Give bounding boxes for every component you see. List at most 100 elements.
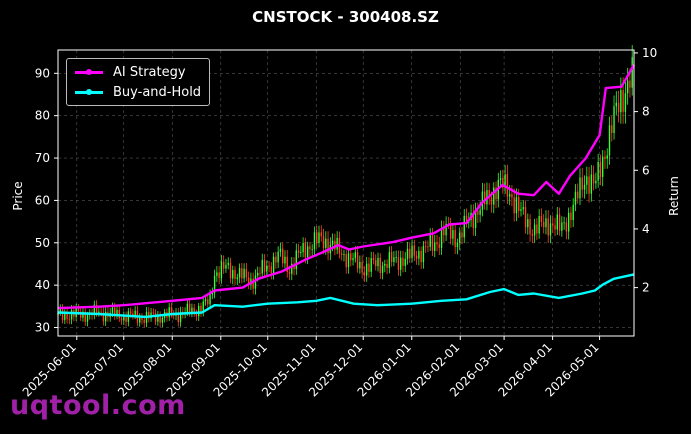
candle-body — [572, 204, 574, 221]
candle-body — [368, 263, 370, 272]
candle-body — [542, 221, 545, 228]
candle-body — [331, 240, 334, 245]
candle-body — [540, 216, 543, 222]
y2-tick-label: 6 — [642, 163, 650, 177]
candle-body — [322, 236, 325, 248]
candle-body — [463, 215, 465, 238]
candle-body — [590, 174, 593, 194]
candle-body — [118, 309, 120, 319]
candle-body — [629, 80, 631, 88]
candle-body — [200, 305, 202, 312]
candle-body — [440, 228, 443, 248]
candle-body — [567, 212, 570, 232]
candle-body — [238, 268, 241, 278]
chart-title: CNSTOCK - 300408.SZ — [252, 8, 439, 26]
legend-item-buy-and-hold: Buy-and-Hold — [75, 82, 201, 102]
candle-body — [202, 301, 204, 312]
candle-body — [511, 194, 513, 198]
y-tick-label: 60 — [35, 193, 50, 207]
candle-body — [597, 161, 599, 181]
candle-body — [397, 257, 400, 270]
candle-body — [372, 258, 375, 260]
candle-body — [229, 262, 232, 279]
candle-body — [64, 313, 66, 321]
candle-body — [427, 246, 429, 248]
candle-body — [114, 307, 116, 317]
candle-body — [411, 245, 413, 259]
candle-body — [356, 252, 359, 269]
candle-body — [420, 250, 422, 263]
candle-body — [456, 243, 459, 248]
candle-body — [66, 313, 68, 320]
candle-body — [204, 299, 207, 302]
candle-body — [170, 307, 173, 315]
candle-body — [148, 311, 150, 319]
candle-body — [125, 314, 127, 322]
candle-body — [161, 317, 164, 323]
candle-body — [390, 252, 393, 263]
candle-body — [545, 218, 547, 228]
candle-body — [536, 224, 538, 234]
candle-body — [222, 261, 225, 269]
candle-body — [583, 184, 586, 190]
y-axis-label: Price — [11, 181, 25, 210]
candle-body — [481, 191, 484, 210]
candle-body — [284, 256, 286, 264]
candle-body — [93, 304, 96, 316]
candle-body — [624, 93, 627, 112]
candle-body — [579, 177, 581, 199]
candle-body — [193, 307, 195, 313]
candle-body — [191, 307, 193, 314]
y-tick-label: 70 — [35, 151, 50, 165]
candle-body — [570, 212, 572, 221]
candle-body — [243, 268, 245, 279]
legend-item-ai-strategy: AI Strategy — [75, 62, 186, 82]
candle-body — [375, 259, 377, 267]
candle-body — [227, 262, 229, 265]
candle-body — [620, 90, 622, 113]
candle-body — [381, 265, 384, 274]
candle-body — [626, 80, 629, 94]
candle-body — [574, 191, 577, 205]
candle-body — [86, 314, 89, 322]
candle-body — [143, 319, 145, 323]
candle-body — [395, 257, 397, 258]
candle-body — [309, 246, 311, 250]
candle-body — [547, 218, 549, 236]
candle-body — [295, 250, 298, 270]
series-line-ai-strategy — [57, 64, 636, 310]
candle-body — [209, 294, 211, 305]
candle-body — [459, 232, 461, 244]
candle-body — [488, 190, 490, 198]
candle-body — [241, 268, 243, 279]
candle-body — [449, 224, 452, 239]
candle-body — [336, 237, 338, 250]
candle-body — [352, 258, 354, 261]
candle-body — [499, 178, 502, 180]
candle-body — [281, 248, 284, 264]
y-axis-left-ticks: 30 40 50 60 70 80 90 — [35, 66, 58, 335]
candle-body — [152, 312, 155, 314]
y2-tick-label: 4 — [642, 222, 650, 236]
candle-body — [606, 155, 608, 159]
candle-body — [384, 264, 386, 266]
candle-body — [493, 187, 495, 205]
candle-body — [266, 265, 268, 272]
candle-body — [220, 261, 223, 279]
candlesticks — [57, 45, 633, 328]
candle-body — [123, 314, 125, 321]
y-tick-label: 40 — [35, 278, 50, 292]
candle-body — [495, 187, 497, 200]
candle-body — [402, 257, 404, 266]
candle-body — [422, 246, 425, 263]
candle-body — [524, 207, 527, 228]
candle-body — [129, 311, 132, 314]
candle-body — [406, 248, 409, 259]
candle-body — [418, 250, 420, 259]
candle-body — [59, 308, 61, 313]
candle-body — [483, 191, 486, 205]
candle-body — [443, 228, 445, 236]
candle-body — [588, 176, 590, 194]
candle-body — [561, 222, 563, 231]
candle-body — [82, 311, 84, 318]
